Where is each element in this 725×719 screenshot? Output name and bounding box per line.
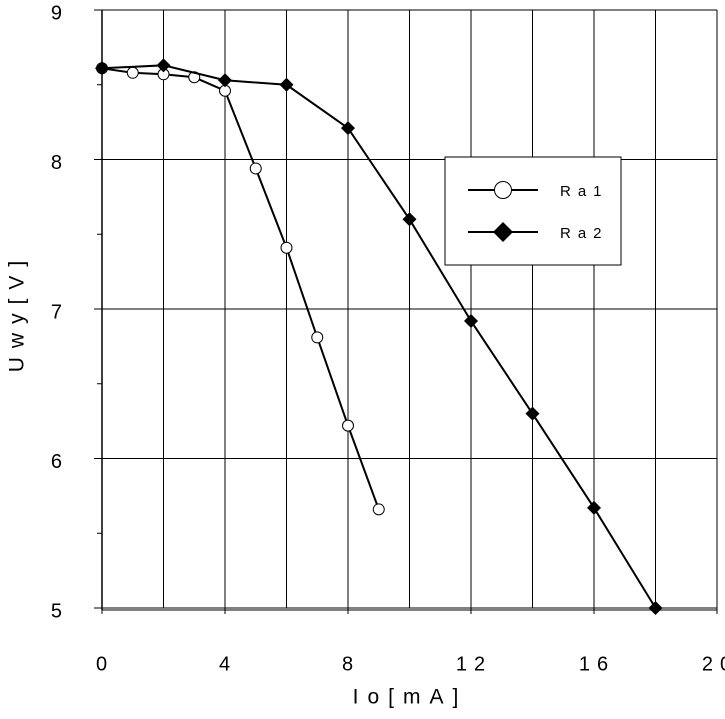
data-point [279,77,294,92]
y-tick-label: 5 [51,600,62,622]
y-tick-label: 9 [51,2,62,24]
data-point [525,406,540,421]
y-tick-label: 8 [51,152,62,174]
x-tick-label: 12 [456,653,492,675]
data-point [648,601,663,615]
data-point [249,162,262,175]
y-tick-label: 6 [51,451,62,473]
legend-label: Ra2 [560,225,609,242]
y-axis-label: Uwy[V] [6,252,29,373]
legend-marker [494,181,512,199]
x-axis-label: Io[mA] [353,686,468,709]
x-tick-label: 4 [219,653,237,675]
data-point [587,500,601,515]
legend-box [444,156,622,266]
legend: Ra1 Ra2 [444,156,622,266]
legend-label: Ra1 [560,183,609,200]
data-point [126,66,139,79]
x-tick-label: 8 [342,653,360,675]
y-tick-label: 7 [51,301,62,323]
data-point [280,241,293,254]
data-point [341,121,355,136]
x-tick-label: 20 [702,653,725,675]
data-point [156,58,171,73]
data-point [311,331,324,344]
data-point [464,313,478,328]
data-point [402,212,417,227]
data-point [342,419,354,432]
x-tick-label: 0 [96,653,114,675]
legend-marker [493,222,513,242]
data-point [218,73,232,88]
x-tick-label: 16 [579,653,615,675]
data-point [95,61,109,76]
data-point [372,503,385,516]
series-line [101,67,380,510]
series-line [101,64,657,609]
